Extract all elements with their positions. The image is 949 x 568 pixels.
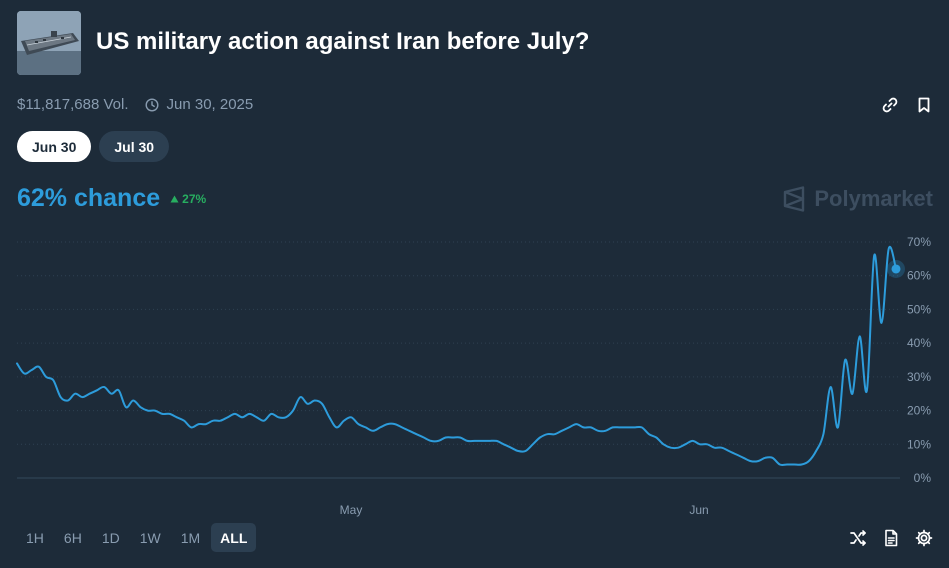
range-tab-6h[interactable]: 6H (55, 523, 91, 552)
end-date-text: Jun 30, 2025 (166, 96, 254, 113)
x-tick-label: Jun (689, 503, 708, 517)
polymarket-logo-icon (784, 186, 805, 212)
chart-actions (849, 529, 933, 547)
market-actions (881, 96, 933, 114)
market-thumbnail (17, 11, 81, 75)
y-tick-label: 0% (914, 471, 932, 485)
series-line (16, 245, 897, 466)
y-tick-label: 30% (907, 370, 931, 384)
shuffle-icon[interactable] (849, 529, 867, 547)
y-tick-label: 50% (907, 302, 931, 316)
current-point (891, 264, 901, 274)
bookmark-icon[interactable] (915, 96, 933, 114)
range-tab-1m[interactable]: 1M (172, 523, 209, 552)
chance-change: 27% (170, 192, 206, 206)
market-title: US military action against Iran before J… (96, 28, 590, 55)
y-tick-label: 60% (907, 269, 931, 283)
brand-watermark: Polymarket (782, 186, 933, 212)
chance-change-value: 27% (182, 191, 207, 206)
x-tick-label: May (340, 503, 363, 517)
y-tick-label: 10% (907, 437, 931, 451)
y-tick-label: 40% (907, 336, 931, 350)
range-tab-1h[interactable]: 1H (17, 523, 53, 552)
y-tick-label: 70% (907, 235, 931, 249)
y-tick-label: 20% (907, 404, 931, 418)
chance-value: 62% chance (17, 184, 161, 212)
gear-icon[interactable] (915, 529, 933, 547)
aircraft-carrier-image (17, 11, 81, 75)
range-tab-1w[interactable]: 1W (131, 523, 170, 552)
triangle-up-icon (170, 195, 179, 202)
range-tab-1d[interactable]: 1D (93, 523, 129, 552)
probability-chart[interactable]: 70% 60% 50% 40% 30% 20% 10% 0% May Jun (0, 225, 949, 520)
market-meta: $11,817,688 Vol. Jun 30, 2025 (17, 96, 253, 113)
range-tab-all[interactable]: ALL (211, 523, 257, 552)
time-range-selector: 1H 6H 1D 1W 1M ALL (17, 523, 257, 552)
brand-name: Polymarket (814, 186, 933, 211)
volume-text: $11,817,688 Vol. (17, 96, 129, 113)
date-selector: Jun 30 Jul 30 (17, 131, 170, 162)
link-icon[interactable] (881, 96, 899, 114)
date-pill-jul-30[interactable]: Jul 30 (99, 131, 170, 162)
probability-display: 62% chance 27% (17, 184, 206, 213)
clock-icon (144, 97, 159, 112)
date-pill-jun-30[interactable]: Jun 30 (17, 131, 92, 162)
document-icon[interactable] (882, 529, 900, 547)
